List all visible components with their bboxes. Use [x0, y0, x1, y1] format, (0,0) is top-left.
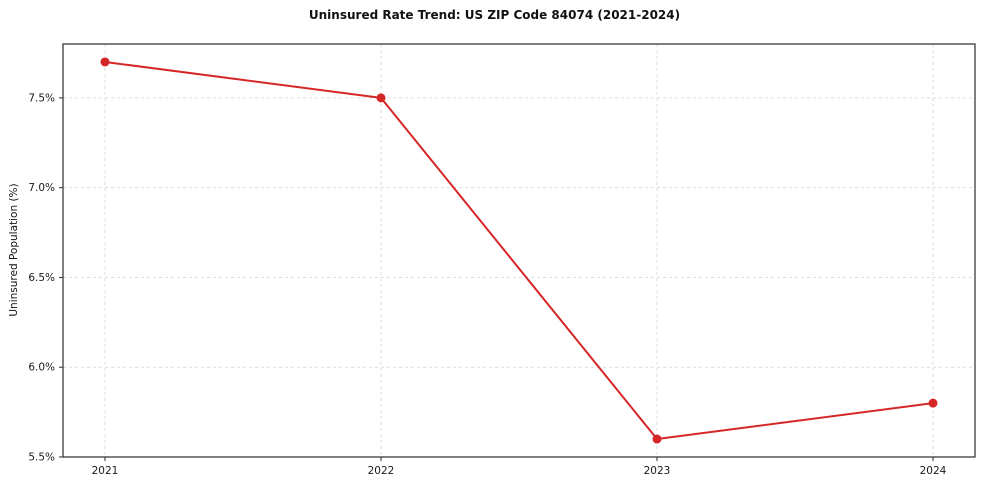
chart-title: Uninsured Rate Trend: US ZIP Code 84074 … — [308, 8, 681, 22]
data-point — [100, 57, 110, 67]
data-point — [376, 93, 386, 103]
plot-frame — [62, 43, 976, 458]
data-point — [652, 434, 662, 444]
y-tick-label: 7.0% — [28, 182, 55, 194]
x-tick-label: 2021 — [92, 465, 119, 477]
data-point — [928, 398, 938, 408]
x-tick-label: 2022 — [368, 465, 395, 477]
x-tick-label: 2023 — [644, 465, 671, 477]
x-tick-label: 2024 — [920, 465, 947, 477]
y-tick-label: 6.0% — [28, 362, 55, 374]
y-tick-label: 7.5% — [28, 92, 55, 104]
y-tick-label: 5.5% — [28, 452, 55, 464]
trend-line — [104, 60, 934, 441]
y-tick-label: 6.5% — [28, 272, 55, 284]
